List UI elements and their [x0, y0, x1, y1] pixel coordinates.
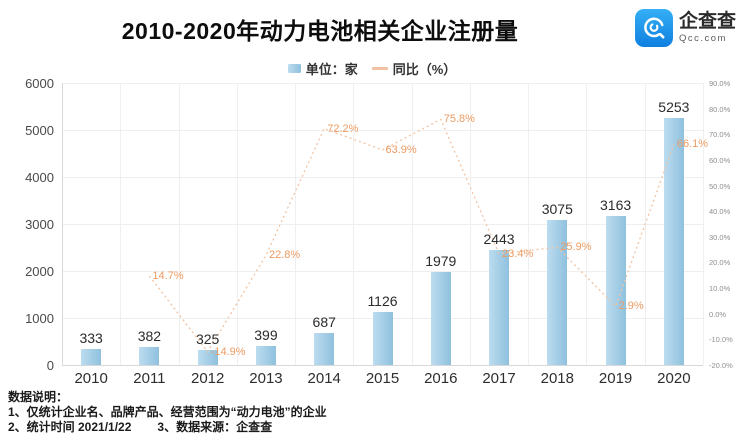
bar-value-label: 325 [195, 330, 220, 347]
line-value-label: 75.8% [443, 113, 475, 126]
legend-bar-label: 单位：家 [305, 62, 358, 77]
legend-item-bar: 单位：家 [287, 59, 358, 78]
qcc-logo-domain: Qcc.com [678, 33, 727, 45]
secondary-y-axis-tick-label: 0.0% [709, 309, 727, 319]
bar-value-label: 2443 [483, 231, 515, 248]
bar-swatch-icon [287, 64, 301, 73]
bar-value-label: 3075 [541, 201, 573, 218]
footnote-line1: 1、仅统计企业名、品牌产品、经营范围为“动力电池”的企业 [8, 405, 327, 419]
x-axis-label: 2015 [365, 370, 400, 387]
qcc-logo-text: 企查查 Qcc.com [679, 12, 736, 44]
footnote: 数据说明： 1、仅统计企业名、品牌产品、经营范围为“动力电池”的企业 2、统计时… [8, 390, 327, 435]
x-axis-label: 2012 [190, 370, 225, 387]
y-axis-tick-label: 0 [46, 358, 54, 373]
x-axis-label: 2011 [133, 370, 166, 387]
bar-2012 [197, 349, 218, 365]
x-axis-label: 2013 [249, 370, 283, 387]
qcc-logo-name: 企查查 [678, 11, 736, 33]
x-axis-label: 2017 [482, 370, 516, 387]
secondary-y-axis-tick-label: 90.0% [709, 79, 731, 88]
bar-value-label: 333 [79, 330, 103, 347]
gridline-vertical [703, 83, 704, 365]
line-value-label: -14.9% [210, 345, 246, 358]
line-value-label: 66.1% [676, 138, 709, 151]
x-axis-label: 2016 [424, 370, 458, 387]
line-value-label: 22.8% [268, 249, 301, 262]
bar-2020 [663, 118, 684, 365]
footnote-line3: 3、数据来源：企查查 [157, 420, 273, 434]
x-axis-label: 2020 [657, 370, 691, 387]
y-axis-tick-label: 2000 [25, 264, 54, 279]
bar-2015 [372, 312, 393, 365]
bar-2014 [314, 332, 335, 365]
secondary-y-axis-tick-label: -10.0% [709, 335, 733, 345]
footnote-heading: 数据说明： [8, 390, 69, 404]
gridline-vertical [236, 83, 238, 365]
bar-2011 [139, 347, 160, 365]
secondary-y-axis-tick-label: 40.0% [709, 207, 731, 217]
x-axis-label: 2018 [540, 370, 574, 387]
qcc-logo-icon [634, 9, 673, 47]
bar-2017 [489, 250, 510, 365]
y-axis-tick-label: 5000 [25, 123, 54, 138]
y-axis-tick-label: 6000 [25, 76, 54, 91]
bar-value-label: 399 [254, 327, 278, 344]
gridline-vertical [178, 83, 180, 365]
bar-2013 [255, 346, 276, 365]
line-value-label: 23.4% [502, 247, 534, 260]
bar-value-label: 1979 [425, 252, 457, 269]
gridline-horizontal [62, 130, 703, 131]
gridline-horizontal [62, 83, 703, 84]
secondary-y-axis-tick-label: 30.0% [709, 232, 731, 242]
legend-item-line: 同比（%） [371, 59, 457, 78]
bar-value-label: 3163 [600, 197, 632, 214]
line-value-label: 72.2% [327, 122, 359, 135]
secondary-y-axis-tick-label: 80.0% [709, 104, 731, 114]
bar-value-label: 382 [137, 328, 162, 345]
x-axis-label: 2019 [598, 370, 633, 387]
gridline-vertical [586, 83, 588, 365]
line-value-label: 25.9% [560, 241, 592, 254]
line-value-label: 14.7% [152, 270, 184, 283]
x-axis-label: 2010 [74, 370, 108, 387]
gridline-horizontal [62, 177, 703, 178]
bar-value-label: 1126 [367, 293, 398, 310]
x-axis-label: 2014 [307, 370, 341, 387]
gridline-vertical [62, 83, 63, 365]
secondary-y-axis-tick-label: 70.0% [709, 130, 731, 140]
gridline-vertical [411, 83, 413, 365]
line-value-label: 63.9% [385, 143, 417, 156]
chart-title: 2010-2020年动力电池相关企业注册量 [121, 18, 519, 44]
bar-2019 [605, 216, 626, 365]
footnote-line2: 2、统计时间 2021/1/22 [8, 420, 132, 434]
secondary-y-axis-tick-label: 20.0% [709, 258, 731, 268]
line-swatch-icon [371, 67, 388, 70]
bar-2016 [430, 271, 451, 365]
y-axis-tick-label: 4000 [25, 170, 54, 185]
secondary-y-axis-tick-label: 60.0% [709, 155, 731, 165]
secondary-y-axis-tick-label: 50.0% [709, 181, 731, 191]
bar-2010 [81, 349, 102, 365]
secondary-y-axis-tick-label: 10.0% [709, 284, 731, 294]
chart-legend: 单位：家 同比（%） [0, 59, 744, 78]
gridline-horizontal [62, 365, 703, 366]
footnote-row: 2、统计时间 2021/1/22 3、数据来源：企查查 [8, 420, 327, 435]
line-value-label: 2.9% [618, 300, 644, 313]
bar-value-label: 5253 [658, 99, 690, 116]
gridline-vertical [528, 83, 530, 365]
y-axis-tick-label: 1000 [25, 311, 54, 326]
legend-line-label: 同比（%） [392, 62, 457, 77]
secondary-y-axis-tick-label: -20.0% [709, 361, 733, 370]
bar-value-label: 687 [312, 313, 336, 330]
gridline-vertical [120, 83, 122, 365]
y-axis-tick-label: 3000 [25, 217, 54, 232]
gridline-vertical [644, 83, 646, 365]
qcc-logo: 企查查 Qcc.com [634, 9, 736, 47]
